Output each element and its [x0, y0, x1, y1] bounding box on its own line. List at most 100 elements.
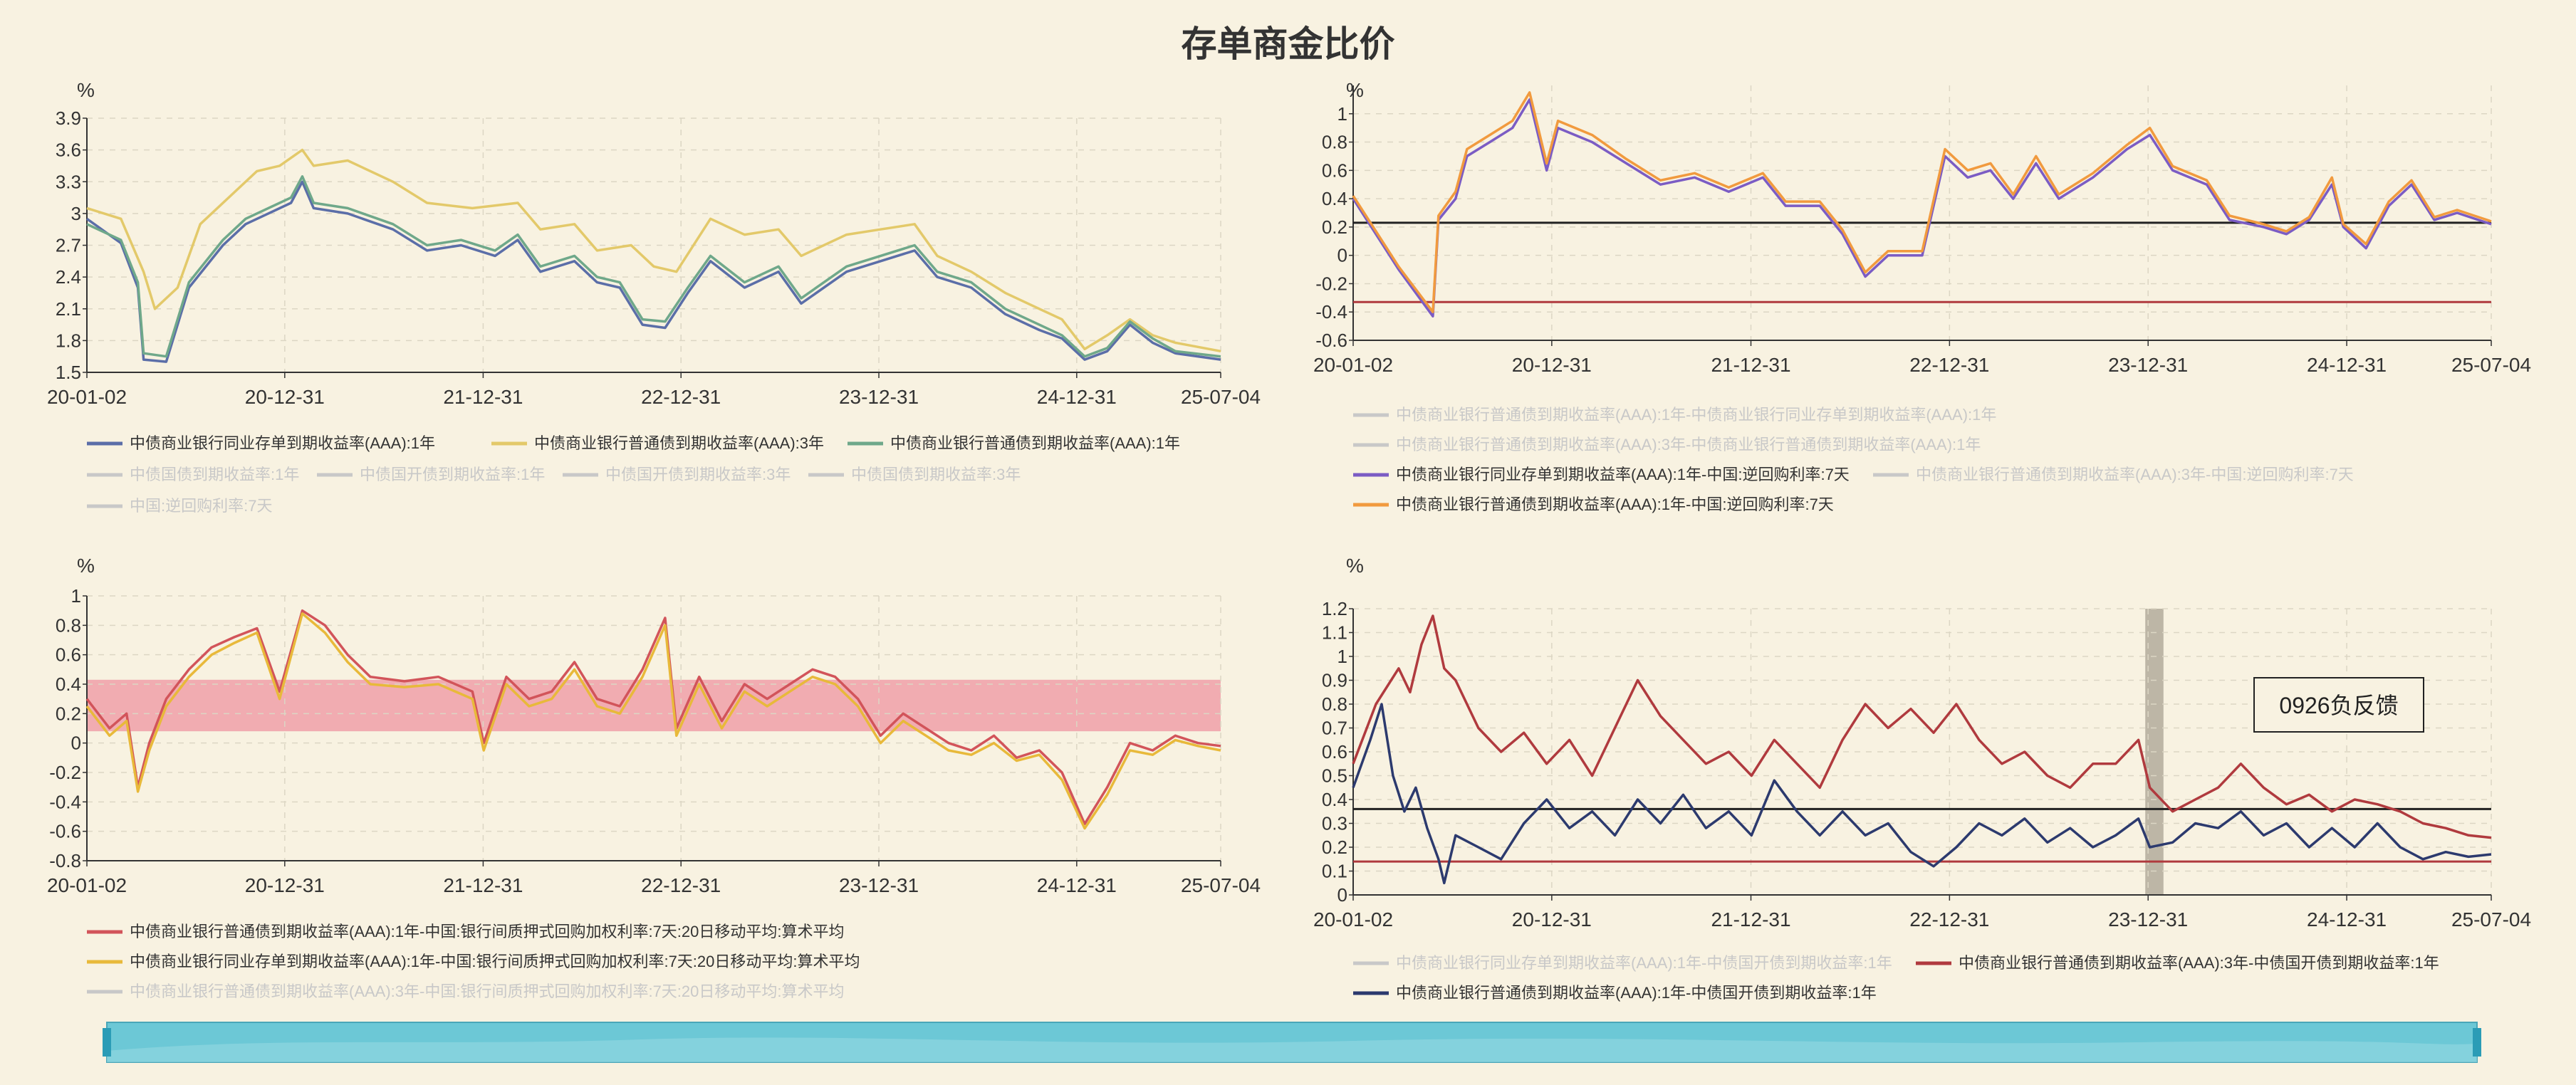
legend-label: 中债国开债到期收益率:3年: [605, 466, 791, 483]
legend-label: 中债商业银行普通债到期收益率(AAA):1年-中债国开债到期收益率:1年: [1396, 984, 1877, 1002]
x-tick-label: 20-01-02: [47, 386, 127, 408]
x-tick-label: 21-12-31: [1711, 908, 1790, 931]
y-tick-label: 1.5: [56, 362, 81, 383]
y-tick-label: 0.7: [1322, 718, 1347, 739]
y-tick-label: -0.4: [1315, 301, 1347, 323]
unit-label: %: [1346, 555, 1364, 577]
legend-item[interactable]: 中债商业银行普通债到期收益率(AAA):3年-中债商业银行普通债到期收益率(AA…: [1353, 436, 1981, 454]
legend-item[interactable]: 中债国债到期收益率:3年: [808, 466, 1021, 483]
zoom-handle-left[interactable]: [103, 1028, 111, 1057]
legend-item[interactable]: 中债商业银行同业存单到期收益率(AAA):1年-中国:逆回购利率:7天: [1353, 466, 1850, 483]
y-tick-label: -0.2: [1315, 273, 1347, 294]
chart-spread-vs-reverse-repo: % -0.6 -0.4 -0.2 0 0.2 0.4 0.6 0.8 1 20-01-02 20-12…: [1313, 79, 2531, 513]
legend-label: 中债国开债到期收益率:1年: [360, 466, 545, 483]
y-tick-label: -0.4: [49, 791, 81, 812]
zoom-preview-area: [107, 1037, 2477, 1062]
legend-item[interactable]: 中债商业银行普通债到期收益率(AAA):1年-中国:逆回购利率:7天: [1353, 496, 1834, 513]
legend-item[interactable]: 中债商业银行普通债到期收益率(AAA):1年-中国:银行间质押式回购加权利率:7…: [87, 923, 845, 940]
y-tick-label: 2.4: [56, 266, 81, 288]
legend-label: 中债国债到期收益率:1年: [130, 466, 299, 483]
x-tick-label: 20-12-31: [245, 874, 325, 896]
y-tick-label: 0.8: [56, 614, 81, 636]
x-tick-label: 25-07-04: [1181, 386, 1261, 408]
legend-label: 中债商业银行普通债到期收益率(AAA):3年-中国:银行间质押式回购加权利率:7…: [130, 982, 845, 1000]
legend-item[interactable]: 中债商业银行同业存单到期收益率(AAA):1年: [87, 434, 435, 452]
x-tick-label: 24-12-31: [1037, 386, 1117, 408]
x-tick-label: 24-12-31: [1037, 874, 1117, 896]
legend-label: 中债商业银行普通债到期收益率(AAA):3年-中国:逆回购利率:7天: [1916, 466, 2354, 483]
y-tick-label: 1: [71, 585, 81, 607]
data-zoom-slider[interactable]: [103, 1022, 2481, 1063]
legend-label: 中债商业银行普通债到期收益率(AAA):1年-中国:逆回购利率:7天: [1396, 496, 1834, 513]
y-tick-label: 3.6: [56, 140, 81, 161]
legend-item[interactable]: 中债商业银行普通债到期收益率(AAA):3年: [491, 434, 824, 452]
y-tick-label: 0.5: [1322, 765, 1347, 787]
y-tick-label: -0.6: [1315, 330, 1347, 351]
x-tick-label: 24-12-31: [2307, 908, 2387, 931]
y-tick-label: 3: [71, 203, 81, 224]
series-line: [86, 175, 1221, 358]
x-tick-label: 20-12-31: [1512, 908, 1592, 931]
series-line: [85, 612, 1221, 830]
y-tick-label: 0.3: [1322, 813, 1347, 834]
y-tick-label: 0.6: [1322, 741, 1347, 762]
legend-item[interactable]: 中债商业银行普通债到期收益率(AAA):3年-中国:银行间质押式回购加权利率:7…: [87, 982, 845, 1000]
legend-label: 中债商业银行同业存单到期收益率(AAA):1年-中债国开债到期收益率:1年: [1396, 954, 1892, 972]
x-tick-label: 20-12-31: [245, 386, 325, 408]
legend-label: 中债商业银行普通债到期收益率(AAA):1年-中债商业银行同业存单到期收益率(A…: [1396, 406, 1996, 424]
legend-item[interactable]: 中债商业银行同业存单到期收益率(AAA):1年-中债国开债到期收益率:1年: [1353, 954, 1892, 972]
y-tick-label: 0.6: [1322, 159, 1347, 181]
y-tick-label: -0.8: [49, 850, 81, 871]
y-tick-label: 0.2: [1322, 216, 1347, 238]
legend-item[interactable]: 中债商业银行普通债到期收益率(AAA):1年: [848, 434, 1180, 452]
x-tick-label: 23-12-31: [839, 874, 919, 896]
y-tick-label: 2.7: [56, 235, 81, 256]
legend-item[interactable]: 中债商业银行普通债到期收益率(AAA):3年-中债国开债到期收益率:1年: [1916, 954, 2439, 972]
x-tick-label: 22-12-31: [1909, 354, 1989, 376]
y-tick-label: 1.2: [1322, 598, 1347, 619]
x-tick-label: 22-12-31: [641, 386, 721, 408]
y-tick-label: 3.9: [56, 108, 81, 129]
unit-label: %: [77, 555, 95, 577]
page-title: 存单商金比价: [1181, 24, 1395, 64]
series-line: [1352, 91, 2492, 313]
unit-label: %: [77, 79, 95, 101]
legend-item[interactable]: 中国:逆回购利率:7天: [87, 497, 272, 515]
x-tick-label: 22-12-31: [641, 874, 721, 896]
unit-label: %: [1346, 79, 1364, 101]
chart-yields: % 1.5 1.8 2.1 2.4 2.7 3 3.3 3.6 3.9 20-01-02 20-12-…: [47, 79, 1261, 515]
legend-item[interactable]: 中债商业银行普通债到期收益率(AAA):3年-中国:逆回购利率:7天: [1873, 466, 2354, 483]
legend-item[interactable]: 中债国开债到期收益率:3年: [563, 466, 791, 483]
y-tick-label: 1: [1337, 646, 1347, 667]
zoom-handle-right[interactable]: [2473, 1028, 2481, 1057]
legend-item[interactable]: 中债国开债到期收益率:1年: [317, 466, 545, 483]
legend-item[interactable]: 中债国债到期收益率:1年: [87, 466, 299, 483]
y-tick-label: 0.8: [1322, 693, 1347, 715]
y-tick-label: 0.2: [1322, 837, 1347, 858]
x-tick-label: 24-12-31: [2307, 354, 2387, 376]
legend-label: 中债商业银行普通债到期收益率(AAA):1年-中国:银行间质押式回购加权利率:7…: [130, 923, 845, 940]
legend-item[interactable]: 中债商业银行普通债到期收益率(AAA):1年-中债商业银行同业存单到期收益率(A…: [1353, 406, 1996, 424]
y-tick-label: 2.1: [56, 298, 81, 320]
legend-label: 中债商业银行普通债到期收益率(AAA):3年: [534, 434, 824, 452]
legend-item[interactable]: 中债商业银行同业存单到期收益率(AAA):1年-中国:银行间质押式回购加权利率:…: [87, 953, 860, 970]
legend-label: 中债商业银行同业存单到期收益率(AAA):1年-中国:逆回购利率:7天: [1396, 466, 1850, 483]
series-line: [1352, 703, 2492, 885]
legend-label: 中债国债到期收益率:3年: [851, 466, 1021, 483]
legend-item[interactable]: 中债商业银行普通债到期收益率(AAA):1年-中债国开债到期收益率:1年: [1353, 984, 1877, 1002]
y-tick-label: 0.1: [1322, 861, 1347, 882]
x-tick-label: 21-12-31: [1711, 354, 1790, 376]
annotation-box: [2253, 677, 2424, 733]
x-tick-label: 21-12-31: [443, 874, 523, 896]
x-tick-label: 22-12-31: [1909, 908, 1989, 931]
y-tick-label: 0: [1337, 884, 1347, 906]
series-line: [1352, 98, 2492, 318]
y-tick-label: 3.3: [56, 171, 81, 192]
y-tick-label: 0.4: [1322, 789, 1347, 810]
y-tick-label: 1: [1337, 103, 1347, 125]
x-tick-label: 25-07-04: [2451, 354, 2531, 376]
x-tick-label: 20-01-02: [1313, 354, 1393, 376]
x-tick-label: 20-01-02: [47, 874, 127, 896]
y-tick-label: 0.4: [56, 673, 81, 695]
